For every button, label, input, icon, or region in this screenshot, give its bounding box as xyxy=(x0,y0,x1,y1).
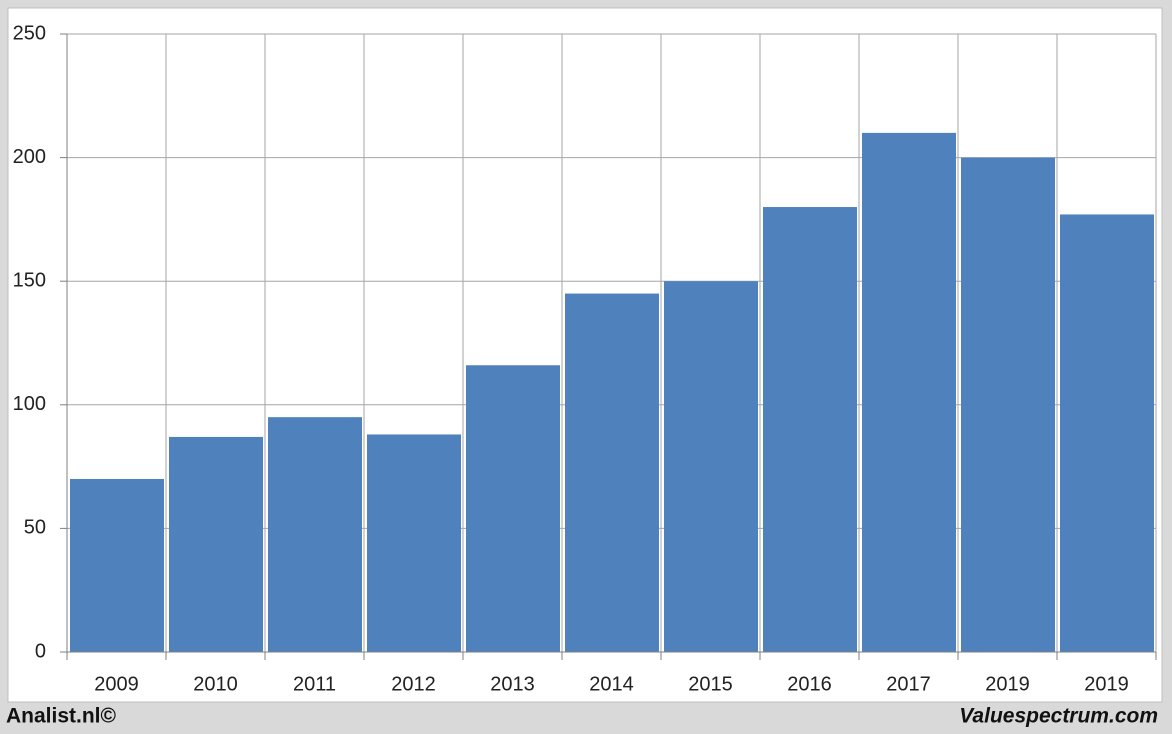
footer-right: Valuespectrum.com xyxy=(959,705,1158,728)
x-tick-label: 2014 xyxy=(589,673,634,695)
x-tick-label: 2011 xyxy=(293,673,336,695)
x-tick-label: 2013 xyxy=(490,673,535,695)
bar xyxy=(268,417,362,652)
y-tick-label: 50 xyxy=(24,517,46,539)
bar xyxy=(862,132,956,652)
bar xyxy=(70,478,164,652)
x-tick-label: 2009 xyxy=(94,673,139,695)
x-tick-label: 2015 xyxy=(688,673,733,695)
y-tick-label: 150 xyxy=(13,269,46,291)
x-tick-label: 2010 xyxy=(193,673,238,695)
bar xyxy=(169,436,263,652)
y-tick-label: 100 xyxy=(13,393,46,415)
y-tick-label: 250 xyxy=(13,22,46,44)
bar xyxy=(565,293,659,652)
bar xyxy=(367,434,461,652)
x-tick-label: 2016 xyxy=(787,673,832,695)
x-tick-label: 2019 xyxy=(1084,673,1129,695)
y-tick-label: 200 xyxy=(13,146,46,168)
bar xyxy=(961,157,1055,652)
bar xyxy=(763,207,857,653)
bar xyxy=(466,365,560,652)
x-tick-label: 2012 xyxy=(391,673,436,695)
bar xyxy=(1060,214,1154,652)
x-tick-label: 2019 xyxy=(985,673,1030,695)
footer-left: Analist.nl© xyxy=(6,705,117,728)
bar xyxy=(664,281,758,652)
y-tick-label: 0 xyxy=(35,640,46,662)
x-tick-label: 2017 xyxy=(886,673,931,695)
